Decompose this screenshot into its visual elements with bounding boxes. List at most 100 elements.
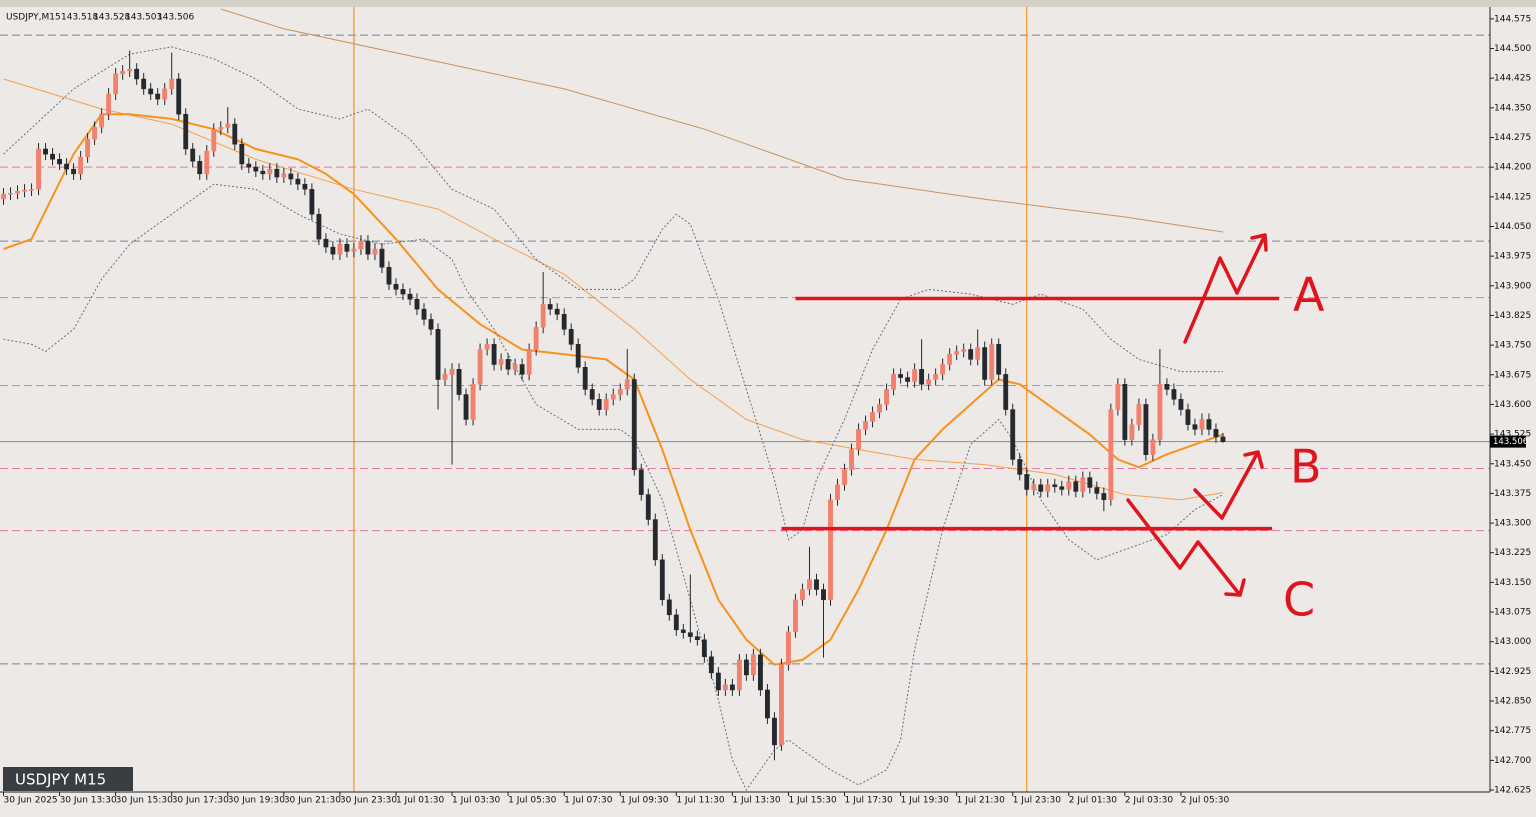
candle-body — [449, 368, 455, 375]
indicator-line — [220, 8, 1224, 233]
candle-body — [884, 389, 889, 405]
candle-body — [99, 113, 105, 128]
candle-body — [912, 368, 918, 382]
candle-body — [498, 359, 504, 365]
candle-body — [71, 168, 77, 175]
x-tick-label: 1 Jul 01:30 — [396, 796, 445, 806]
candle-body — [996, 344, 1002, 375]
y-tick-label: 144.425 — [1494, 74, 1531, 84]
x-tick-label: 1 Jul 19:30 — [901, 796, 950, 806]
candle-body — [1213, 429, 1219, 438]
candle-body — [736, 659, 742, 691]
candle-body — [351, 248, 357, 252]
header-open: 143.518 — [61, 13, 98, 23]
candle-body — [673, 614, 679, 631]
candle-body — [1094, 487, 1100, 494]
candle-body — [484, 344, 490, 350]
candle-body — [652, 519, 658, 561]
arrow-b — [1193, 450, 1264, 520]
candle-body — [470, 384, 476, 420]
candle-body — [407, 293, 413, 300]
candle-body — [765, 689, 770, 719]
candle-body — [968, 349, 974, 360]
candle-body — [29, 189, 34, 191]
y-tick-label: 144.275 — [1494, 133, 1531, 143]
y-tick-label: 144.500 — [1494, 44, 1531, 54]
x-tick-label: 1 Jul 17:30 — [845, 796, 894, 806]
candle-body — [989, 344, 995, 380]
candle-body — [666, 599, 672, 616]
candle-body — [421, 308, 427, 320]
x-tick-label: 1 Jul 13:30 — [732, 796, 781, 806]
candle-body — [1192, 424, 1198, 430]
y-tick-label: 142.700 — [1494, 756, 1531, 766]
candle-body — [400, 289, 406, 295]
x-tick-label: 1 Jul 09:30 — [620, 796, 669, 806]
annotation-layer: A B C — [1126, 233, 1325, 627]
candle-body — [1010, 409, 1016, 460]
x-tick-label: 30 Jun 13:30 — [60, 796, 117, 806]
candle-body — [919, 368, 925, 385]
y-tick-label: 143.600 — [1494, 400, 1531, 410]
indicator-line — [3, 113, 1224, 666]
y-tick-label: 143.375 — [1494, 489, 1531, 499]
candle-body — [947, 353, 953, 365]
candle-body — [610, 394, 616, 400]
candle-body — [442, 374, 448, 380]
x-tick-label: 2 Jul 03:30 — [1125, 796, 1174, 806]
candle-body — [92, 126, 98, 140]
candle-body — [323, 238, 329, 248]
header-close: 143.506 — [157, 13, 194, 23]
y-tick-label: 143.000 — [1494, 637, 1531, 647]
candle-body — [645, 494, 651, 520]
candle-body — [1066, 481, 1072, 490]
candle-body — [22, 189, 27, 192]
candle-body — [218, 126, 224, 130]
candle-body — [617, 389, 623, 395]
candle-body — [1199, 419, 1205, 430]
candle-body — [15, 191, 20, 194]
candle-body — [344, 244, 350, 252]
candle-body — [540, 304, 546, 328]
candle-body — [624, 379, 630, 390]
candle-body — [204, 150, 210, 175]
candle-body — [779, 664, 784, 746]
y-tick-label: 143.150 — [1494, 578, 1531, 588]
candle-body — [1115, 384, 1121, 410]
candle-body — [1220, 436, 1226, 442]
candle-body — [120, 70, 126, 75]
candle-body — [1157, 384, 1163, 440]
x-tick-label: 2 Jul 05:30 — [1181, 796, 1230, 806]
y-tick-label: 143.825 — [1494, 311, 1531, 321]
annotation-b: B — [1290, 440, 1322, 494]
y-tick-label: 144.575 — [1494, 14, 1531, 24]
candle-body — [260, 170, 266, 175]
x-tick-label: 1 Jul 11:30 — [676, 796, 725, 806]
y-tick-label: 144.125 — [1494, 192, 1531, 202]
candle-body — [78, 156, 84, 175]
candle-body — [239, 143, 245, 165]
candle-body — [849, 449, 854, 470]
candle-body — [505, 359, 511, 370]
candle-body — [183, 113, 189, 150]
y-tick-label: 143.675 — [1494, 370, 1531, 380]
candle-body — [933, 374, 939, 380]
candle-body — [554, 308, 560, 315]
x-tick-label: 30 Jun 19:30 — [228, 796, 285, 806]
x-tick-label: 1 Jul 03:30 — [452, 796, 501, 806]
y-tick-label: 142.925 — [1494, 667, 1531, 677]
candle-body — [477, 349, 483, 385]
candle-body — [274, 168, 280, 178]
candle-body — [1150, 439, 1156, 455]
axes-layer: USDJPY,M15 143.518 143.528 143.503 143.5… — [0, 7, 1531, 806]
y-tick-label: 142.775 — [1494, 726, 1531, 736]
candle-body — [358, 240, 364, 250]
candle-body — [708, 656, 714, 674]
candle-body — [85, 138, 91, 158]
candle-body — [568, 329, 574, 345]
candle-body — [64, 163, 70, 170]
candle-body — [877, 404, 882, 413]
candle-body — [428, 319, 434, 330]
candle-body — [638, 469, 644, 495]
y-tick-label: 143.225 — [1494, 548, 1531, 558]
